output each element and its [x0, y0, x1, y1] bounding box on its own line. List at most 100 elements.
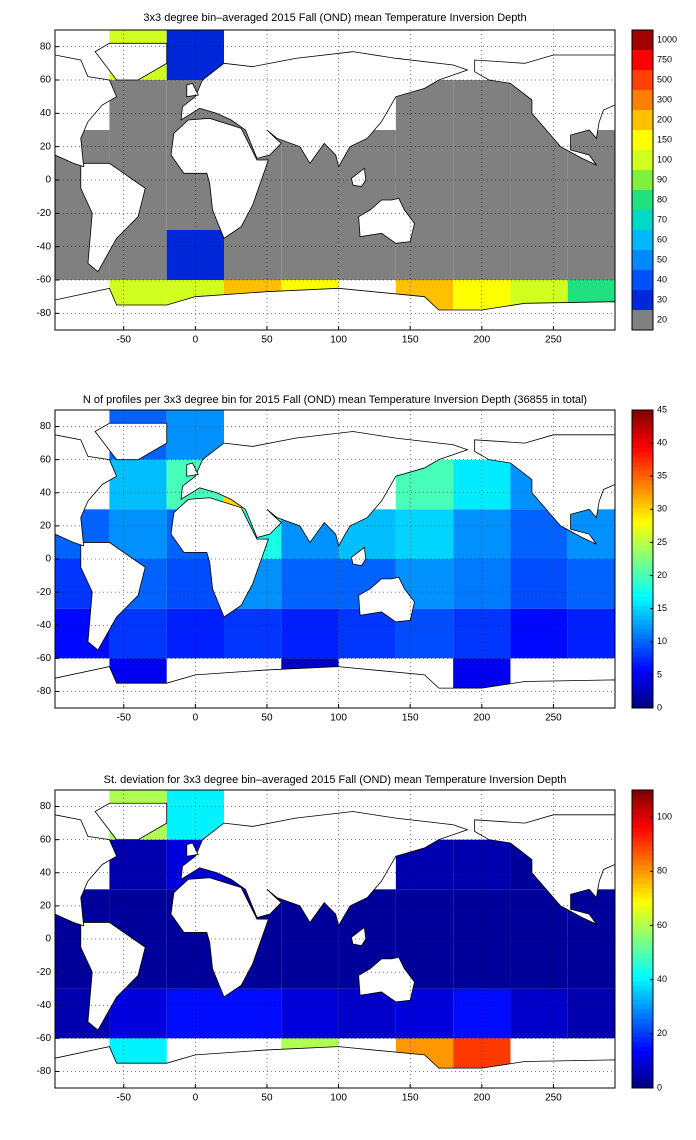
colorbar-step: [632, 642, 653, 648]
colorbar-step: [632, 498, 653, 504]
colorbar-step: [632, 680, 653, 686]
colorbar-band: [632, 210, 653, 230]
colorbar-step: [632, 479, 653, 485]
land: [358, 576, 415, 623]
y-tick-label: 40: [40, 108, 52, 119]
colorbar-step: [632, 976, 653, 982]
colorbar-step: [632, 999, 653, 1005]
colorbar-step: [632, 610, 653, 616]
land: [180, 51, 469, 168]
colorbar-label: 40: [657, 274, 667, 284]
y-tick-label: 60: [40, 454, 52, 465]
colorbar-step: [632, 794, 653, 800]
colorbar-step: [632, 939, 653, 945]
bin-cell: [338, 230, 396, 280]
colorbar-step: [632, 985, 653, 991]
colorbar-label: 1000: [657, 34, 677, 44]
land: [358, 956, 415, 1003]
y-tick-label: -80: [37, 308, 52, 319]
y-tick-label: -20: [37, 208, 52, 219]
y-tick-label: 20: [40, 521, 52, 532]
y-tick-label: 60: [40, 834, 52, 845]
colorbar-step: [632, 423, 653, 430]
colorbar-label: 40: [657, 437, 667, 447]
map-area: [55, 410, 615, 708]
x-tick-label: 250: [545, 335, 562, 346]
colorbar-step: [632, 614, 653, 621]
colorbar-label: 60: [657, 234, 667, 244]
colorbar-step: [632, 470, 653, 476]
land: [94, 42, 168, 81]
colorbar-step: [632, 1064, 653, 1070]
y-tick-label: 80: [40, 421, 52, 432]
colorbar-step: [632, 517, 653, 523]
bin-cell: [567, 180, 615, 230]
colorbar-step: [632, 873, 653, 879]
colorbar-step: [632, 1032, 653, 1038]
x-tick-label: 150: [402, 335, 419, 346]
x-tick-label: 0: [193, 713, 199, 724]
colorbar-step: [632, 1078, 653, 1084]
x-tick-label: 50: [261, 335, 273, 346]
colorbar-label: 40: [657, 974, 667, 984]
colorbar-band: [632, 110, 653, 130]
y-tick-label: -60: [37, 275, 52, 286]
colorbar-step: [632, 864, 653, 870]
colorbar-step: [632, 694, 653, 700]
land: [358, 197, 415, 244]
colorbar-step: [632, 493, 653, 499]
colorbar-step: [632, 628, 653, 634]
colorbar-band: [632, 290, 653, 310]
colorbar-label: 0: [657, 702, 662, 712]
colorbar-step: [632, 971, 653, 977]
bin-cell: [224, 608, 282, 659]
colorbar-step: [632, 1050, 653, 1056]
y-tick-label: 80: [40, 801, 52, 812]
colorbar-step: [632, 484, 653, 490]
colorbar-frame: [631, 789, 654, 1089]
colorbar-step: [632, 934, 653, 940]
colorbar-step: [632, 410, 653, 416]
colorbar-step: [632, 656, 653, 662]
bin-cell: [567, 559, 615, 609]
land: [55, 434, 118, 547]
bin-cell: [109, 839, 167, 890]
colorbar-step: [632, 489, 653, 495]
colorbar-label: 100: [657, 154, 672, 164]
bin-cell: [338, 608, 396, 659]
colorbar-step: [632, 887, 653, 893]
land: [55, 287, 615, 330]
panel-title: N of profiles per 3x3 degree bin for 201…: [83, 394, 587, 406]
x-tick-label: 100: [330, 335, 347, 346]
colorbar-label: 100: [657, 811, 672, 821]
colorbar-step: [632, 661, 653, 667]
bin-cell: [510, 608, 568, 659]
colorbar-step: [632, 1041, 653, 1047]
bin-cell: [281, 608, 339, 659]
colorbar-step: [632, 572, 653, 579]
bin-cell: [281, 939, 339, 989]
colorbar-step: [632, 897, 653, 903]
bin-cell: [109, 230, 167, 280]
colorbar-step: [632, 869, 653, 875]
colorbar-step: [632, 943, 653, 949]
colorbar-step: [632, 554, 653, 560]
colorbar-step: [632, 414, 653, 420]
panel-title: St. deviation for 3x3 degree bin–average…: [104, 774, 567, 786]
colorbar-step: [632, 836, 653, 842]
land: [80, 922, 146, 1031]
colorbar-step: [632, 531, 653, 537]
colorbar-band: [632, 150, 653, 170]
land: [186, 82, 199, 98]
y-tick-label: 40: [40, 867, 52, 878]
colorbar-step: [632, 813, 653, 819]
bin-cell: [510, 939, 568, 989]
colorbar-label: 750: [657, 54, 672, 64]
bin-cell: [453, 459, 511, 510]
colorbar-label: 70: [657, 214, 667, 224]
colorbar-label: 80: [657, 194, 667, 204]
colorbar-step: [632, 850, 653, 856]
colorbar-step: [632, 859, 653, 865]
colorbar-label: 300: [657, 94, 672, 104]
